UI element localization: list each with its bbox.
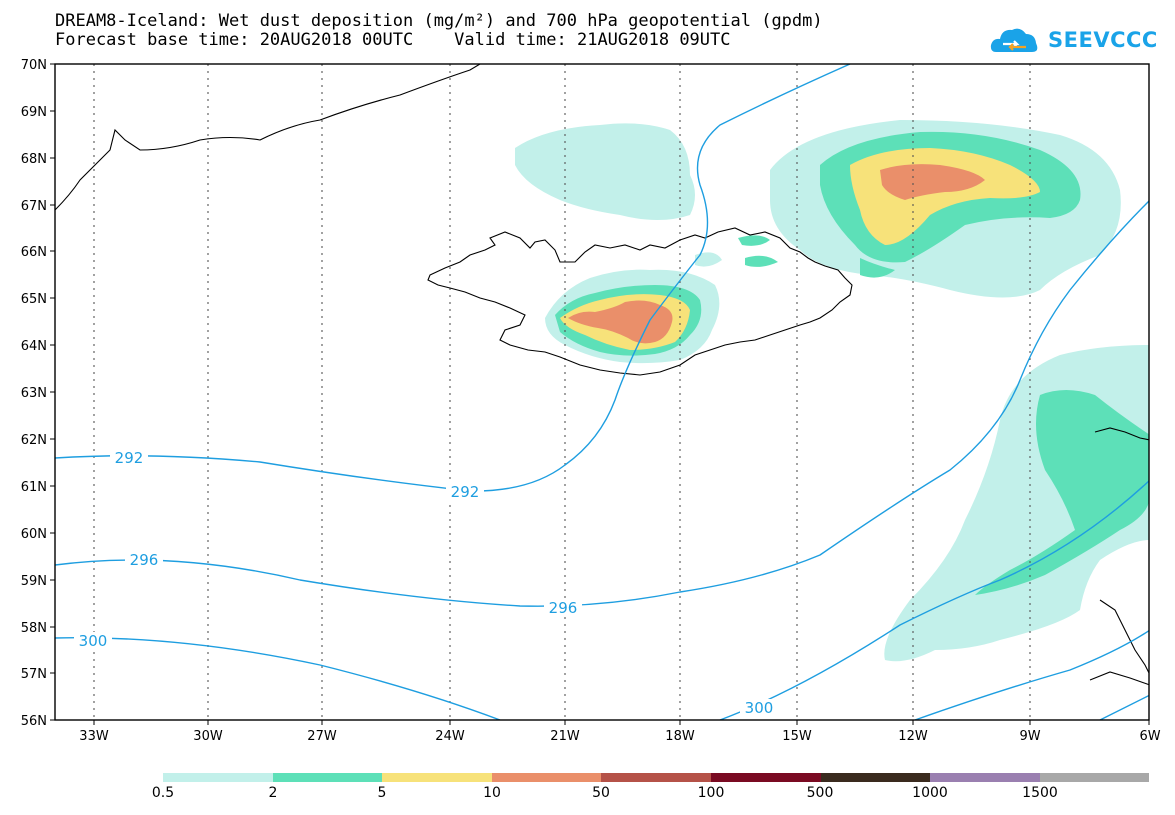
lon-label: 27W [307, 729, 337, 744]
lat-label: 66N [21, 245, 47, 260]
legend-label: 500 [806, 785, 834, 801]
legend-swatch [820, 773, 931, 782]
legend-swatch [272, 773, 383, 782]
lon-label: 15W [782, 729, 812, 744]
legend-swatch [163, 773, 273, 782]
contour-label-300-b: 300 [745, 699, 774, 717]
lon-label: 18W [665, 729, 695, 744]
contour-label-296-a: 296 [130, 551, 159, 569]
legend-swatch [1039, 773, 1150, 782]
lat-label: 65N [21, 292, 47, 307]
geopotential-contours [55, 64, 1149, 720]
latitude-labels: 70N 69N 68N 67N 66N 65N 64N 63N 62N 61N … [21, 58, 47, 729]
lat-label: 67N [21, 199, 47, 214]
contour-labels: 292 292 296 296 300 300 [74, 449, 778, 717]
lat-label: 62N [21, 433, 47, 448]
legend-label: 100 [697, 785, 725, 801]
lat-label: 60N [21, 527, 47, 542]
contour-label-300-a: 300 [79, 632, 108, 650]
legend-label: 10 [483, 785, 501, 801]
dust-field-north [515, 120, 1121, 298]
lon-label: 21W [550, 729, 580, 744]
lat-label: 59N [21, 574, 47, 589]
legend-swatch [382, 773, 492, 782]
lat-label: 69N [21, 105, 47, 120]
legend-swatch [601, 773, 711, 782]
coastlines [55, 64, 1149, 686]
cloud-icon [990, 28, 1038, 52]
legend-label: 5 [377, 785, 387, 801]
lat-label: 63N [21, 386, 47, 401]
lat-label: 68N [21, 152, 47, 167]
lon-label: 12W [898, 729, 928, 744]
title-line-1: DREAM8-Iceland: Wet dust deposition (mg/… [55, 11, 823, 31]
logo-text: SEEVCCC [1048, 28, 1158, 52]
contour-label-292-a: 292 [115, 449, 144, 467]
contour-label-292-b: 292 [451, 483, 480, 501]
lon-label: 6W [1139, 729, 1160, 744]
legend-swatch [710, 773, 821, 782]
lon-label: 24W [435, 729, 465, 744]
legend-label: 50 [592, 785, 610, 801]
lon-label: 9W [1019, 729, 1040, 744]
legend-label: 1000 [912, 785, 948, 801]
legend-label: 1500 [1022, 785, 1058, 801]
lat-label: 58N [21, 621, 47, 636]
lat-label: 56N [21, 714, 47, 729]
lat-label: 61N [21, 480, 47, 495]
map-ticks [50, 63, 1150, 725]
legend-label: 2 [268, 785, 278, 801]
legend-label: 0.5 [151, 785, 175, 801]
longitude-labels: 33W 30W 27W 24W 21W 18W 15W 12W 9W 6W [79, 729, 1160, 744]
dust-field-south [884, 345, 1149, 662]
lon-label: 33W [79, 729, 109, 744]
dust-field-iceland [545, 235, 778, 364]
title-line-2: Forecast base time: 20AUG2018 00UTC Vali… [55, 30, 731, 50]
legend-swatch [930, 773, 1040, 782]
color-legend [163, 773, 1150, 782]
legend-swatch [491, 773, 602, 782]
lat-label: 57N [21, 667, 47, 682]
lon-label: 30W [193, 729, 223, 744]
lat-label: 70N [21, 58, 47, 73]
contour-label-296-b: 296 [549, 599, 578, 617]
lat-label: 64N [21, 339, 47, 354]
